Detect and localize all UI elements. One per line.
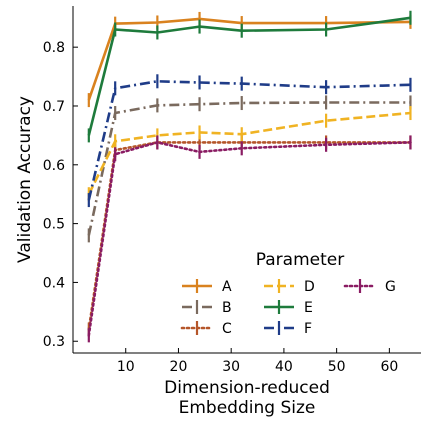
legend-title: Parameter: [256, 250, 344, 270]
plot-area: [87, 10, 412, 343]
legend-label-G: G: [385, 279, 396, 295]
legend-label-E: E: [304, 300, 313, 316]
x-tick-label: 50: [328, 359, 346, 375]
axes: 10 20 30 40 50 60 0.3 0.4 0.5 0.6 0.7 0.8 Dimension-…: [15, 6, 421, 418]
y-tick-label: 0.5: [43, 217, 65, 233]
x-axis-label: Dimension-reduced: [164, 378, 330, 398]
legend-label-D: D: [304, 279, 315, 295]
x-tick-label: 40: [275, 359, 293, 375]
y-tick-label: 0.4: [43, 275, 65, 291]
legend-label-F: F: [304, 321, 312, 337]
series-line-F: [87, 80, 411, 201]
x-tick-label: 30: [222, 359, 240, 375]
y-tick-label: 0.8: [43, 40, 65, 56]
y-axis-label: Validation Accuracy: [15, 96, 35, 263]
legend-label-C: C: [222, 321, 232, 337]
y-tick-label: 0.7: [43, 99, 65, 115]
y-tick-label: 0.6: [43, 158, 65, 174]
series-line-B: [87, 101, 411, 236]
x-axis-label: Embedding Size: [179, 398, 316, 418]
x-tick-label: 10: [117, 359, 135, 375]
series-line-G: [87, 141, 412, 337]
series-line-C: [87, 141, 412, 331]
x-tick-label: 60: [380, 359, 398, 375]
series-line-D: [87, 111, 411, 195]
y-tick-label: 0.3: [43, 334, 65, 350]
legend: Parameter ABC DEF G: [180, 250, 396, 337]
legend-label-A: A: [222, 279, 232, 295]
legend-label-B: B: [222, 300, 232, 316]
x-tick-label: 20: [170, 359, 188, 375]
